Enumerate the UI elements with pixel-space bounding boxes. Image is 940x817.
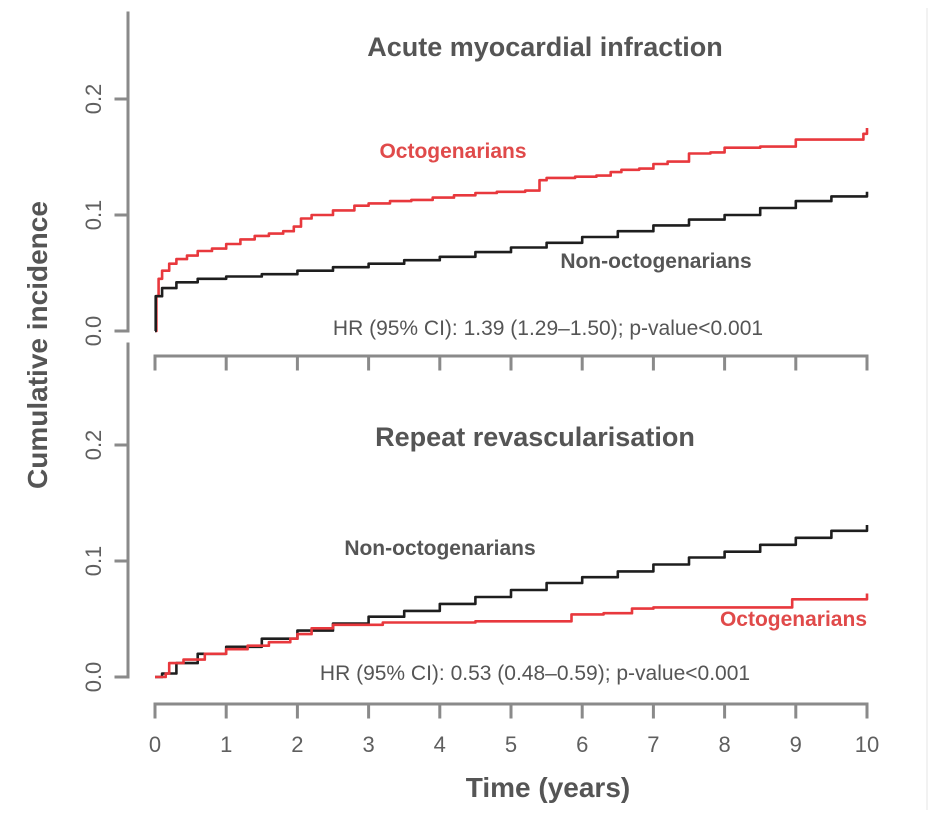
- x-axis-top: [153, 354, 869, 371]
- x-axis-bottom: 0 1 2 3 4 5 6 7 8 9 10: [149, 702, 879, 757]
- x-tick-label: 6: [576, 732, 588, 757]
- y-tick-label: 0.2: [81, 430, 106, 461]
- x-tick-label: 9: [790, 732, 802, 757]
- curves-top: [154, 128, 869, 333]
- x-axis-title: Time (years): [466, 772, 630, 803]
- curve-octogenarians: [155, 128, 869, 333]
- hazard-ratio-annotation-bottom: HR (95% CI): 0.53 (0.48–0.59); p-value<0…: [320, 662, 750, 685]
- x-tick-label: 4: [434, 732, 446, 757]
- panel-acute-myocardial-infarction: 0.0 0.1 0.2 Acute myocardial infraction Oc…: [81, 11, 869, 371]
- series-label-octogenarians-top: Octogenarians: [379, 140, 526, 163]
- series-label-non-octogenarians-top: Non-octogenarians: [560, 250, 751, 273]
- series-label-octogenarians-bottom: Octogenarians: [720, 608, 867, 631]
- x-tick-label: 0: [149, 732, 161, 757]
- y-tick-label: 0.0: [81, 316, 106, 347]
- y-axis-top: 0.0 0.1 0.2: [81, 11, 130, 347]
- y-axis-bottom: 0.0 0.1 0.2: [81, 342, 130, 693]
- x-tick-label: 8: [718, 732, 730, 757]
- y-tick-label: 0.2: [81, 84, 106, 115]
- y-tick-label: 0.1: [81, 200, 106, 231]
- curve-octogenarians: [155, 593, 869, 679]
- x-tick-label: 1: [220, 732, 232, 757]
- x-tick-label: 10: [855, 732, 879, 757]
- x-tick-label: 5: [505, 732, 517, 757]
- hazard-ratio-annotation-top: HR (95% CI): 1.39 (1.29–1.50); p-value<0…: [333, 317, 763, 340]
- panel-title-bottom: Repeat revascularisation: [375, 422, 695, 452]
- panel-title-top: Acute myocardial infraction: [367, 32, 723, 62]
- series-label-non-octogenarians-bottom: Non-octogenarians: [344, 537, 535, 560]
- x-tick-label: 7: [647, 732, 659, 757]
- panel-repeat-revascularisation: 0.0 0.1 0.2 0 1 2 3 4 5 6 7 8 9 10 Repeat revascular…: [81, 342, 879, 757]
- curves-bottom: [155, 525, 869, 679]
- y-tick-label: 0.0: [81, 662, 106, 693]
- x-tick-label: 3: [362, 732, 374, 757]
- curve-non-octogenarians: [154, 191, 869, 333]
- x-tick-label: 2: [291, 732, 303, 757]
- y-tick-label: 0.1: [81, 546, 106, 577]
- y-axis-title: Cumulative incidence: [22, 201, 53, 489]
